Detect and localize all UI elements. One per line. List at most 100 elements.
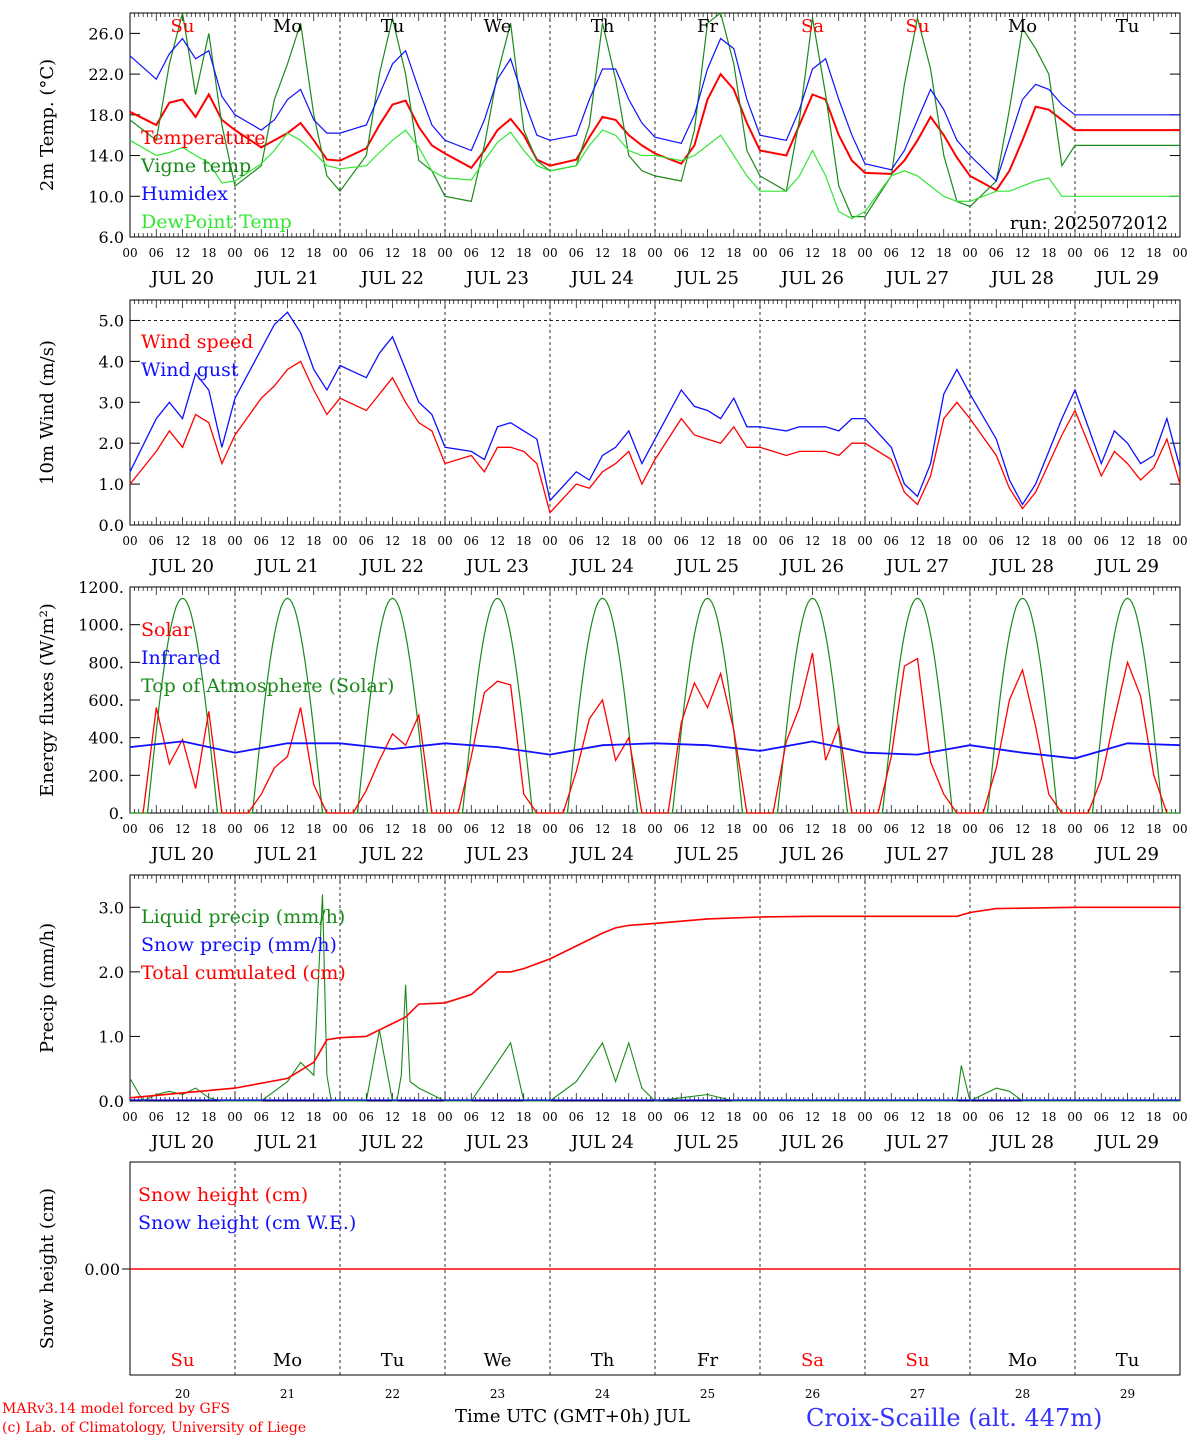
- hour-tick-label: 00: [227, 246, 242, 260]
- hour-tick-label: 00: [1067, 822, 1082, 836]
- day-label: JUL 25: [674, 268, 739, 289]
- hour-tick-label: 00: [962, 822, 977, 836]
- y-tick-label: 0.00: [84, 1260, 120, 1279]
- hour-tick-label: 06: [254, 246, 269, 260]
- hour-tick-label: 12: [595, 822, 610, 836]
- series-temperature: [129, 72, 1180, 192]
- y-tick-label: 18.0: [88, 106, 124, 125]
- hour-tick-label: 00: [437, 1110, 452, 1124]
- legend-snow-height-cm-w-e-: Snow height (cm W.E.): [138, 1212, 356, 1234]
- run-annotation: run: 2025072012: [1010, 213, 1168, 234]
- weekday-label: Tu: [381, 1350, 405, 1371]
- day-label: JUL 25: [674, 1132, 739, 1153]
- hour-tick-label: 00: [332, 822, 347, 836]
- y-tick-label: 6.0: [99, 228, 124, 247]
- day-label: JUL 27: [884, 556, 949, 577]
- day-label: JUL 20: [149, 556, 214, 577]
- day-label: JUL 23: [464, 556, 529, 577]
- hour-tick-label: 12: [1120, 246, 1135, 260]
- day-label: JUL 26: [779, 1132, 844, 1153]
- y-tick-label: 1000.: [78, 616, 124, 635]
- y-tick-label: 5.0: [99, 311, 124, 330]
- legend-top-of-atmosphere-solar-: Top of Atmosphere (Solar): [141, 675, 394, 697]
- hour-tick-label: 18: [201, 246, 216, 260]
- day-number-label: 27: [910, 1387, 925, 1401]
- legend-temperature: Temperature: [141, 127, 265, 149]
- hour-tick-label: 18: [1041, 246, 1056, 260]
- hour-tick-label: 12: [910, 822, 925, 836]
- hour-tick-label: 18: [516, 822, 531, 836]
- hour-tick-label: 12: [175, 822, 190, 836]
- legend-liquid-precip-mm-h-: Liquid precip (mm/h): [141, 906, 345, 928]
- hour-tick-label: 12: [700, 1110, 715, 1124]
- weekday-label: Mo: [1008, 16, 1037, 37]
- day-label: JUL 29: [1094, 844, 1159, 865]
- y-tick-label: 22.0: [88, 65, 124, 84]
- hour-tick-label: 06: [989, 822, 1004, 836]
- weekday-label: Su: [906, 1350, 930, 1371]
- y-axis-label: 2m Temp. (°C): [37, 59, 58, 191]
- hour-tick-label: 12: [490, 1110, 505, 1124]
- y-tick-label: 4.0: [99, 352, 124, 371]
- hour-tick-label: 00: [227, 1110, 242, 1124]
- hour-tick-label: 18: [936, 822, 951, 836]
- hour-tick-label: 18: [201, 534, 216, 548]
- hour-tick-label: 00: [542, 534, 557, 548]
- hour-tick-label: 18: [936, 1110, 951, 1124]
- hour-tick-label: 06: [779, 822, 794, 836]
- hour-tick-label: 12: [700, 534, 715, 548]
- hour-tick-label: 12: [490, 534, 505, 548]
- hour-tick-label: 12: [595, 246, 610, 260]
- hour-tick-label: 18: [411, 534, 426, 548]
- y-axis-label: 10m Wind (m/s): [37, 340, 58, 485]
- day-label: JUL 22: [359, 268, 424, 289]
- hour-tick-label: 06: [254, 1110, 269, 1124]
- day-label: JUL 25: [674, 556, 739, 577]
- hour-tick-label: 00: [962, 246, 977, 260]
- hour-tick-label: 06: [149, 822, 164, 836]
- hour-tick-label: 18: [411, 246, 426, 260]
- hour-tick-label: 12: [175, 534, 190, 548]
- snow-panel: Snow height (cm) 0.00 Snow height (cm) Snow…: [37, 1161, 1181, 1401]
- day-number-label: 25: [700, 1387, 715, 1401]
- hour-tick-label: 18: [1146, 1110, 1161, 1124]
- y-tick-label: 10.0: [88, 187, 124, 206]
- hour-tick-label: 00: [857, 246, 872, 260]
- hour-tick-label: 06: [884, 534, 899, 548]
- hour-tick-label: 18: [621, 1110, 636, 1124]
- y-tick-label: 600.: [88, 691, 124, 710]
- hour-tick-label: 00: [542, 1110, 557, 1124]
- hour-tick-label: 12: [1015, 822, 1030, 836]
- y-tick-label: 3.0: [99, 393, 124, 412]
- hour-tick-label: 00: [332, 246, 347, 260]
- day-label: JUL 29: [1094, 268, 1159, 289]
- energy-panel: 00 06 12 18 JUL 20 00 06 12 18 JUL 21 00 06 12 18 JUL …: [37, 578, 1188, 865]
- day-label: JUL 28: [989, 1132, 1054, 1153]
- hour-tick-label: 18: [936, 534, 951, 548]
- hour-tick-label: 12: [490, 246, 505, 260]
- weekday-label: Su: [171, 16, 195, 37]
- hour-tick-label: 00: [857, 1110, 872, 1124]
- hour-tick-label: 00: [752, 1110, 767, 1124]
- hour-tick-label: 06: [359, 1110, 374, 1124]
- y-tick-label: 2.0: [99, 434, 124, 453]
- weekday-label: We: [484, 16, 512, 37]
- day-label: JUL 22: [359, 556, 424, 577]
- hour-tick-label: 12: [1015, 246, 1030, 260]
- hour-tick-label: 18: [201, 822, 216, 836]
- hour-tick-label: 06: [779, 534, 794, 548]
- hour-tick-label: 12: [595, 534, 610, 548]
- hour-tick-label: 12: [805, 534, 820, 548]
- hour-tick-label: 18: [621, 822, 636, 836]
- wind-panel: 00 06 12 18 JUL 20 00 06 12 18 JUL 21 00 06 12 18 JUL …: [37, 299, 1188, 577]
- hour-tick-label: 12: [385, 822, 400, 836]
- day-number-label: 23: [490, 1387, 505, 1401]
- day-label: JUL 21: [254, 844, 319, 865]
- hour-tick-label: 18: [306, 534, 321, 548]
- hour-tick-label: 12: [175, 246, 190, 260]
- y-tick-label: 0.0: [99, 516, 124, 535]
- hour-tick-label: 06: [884, 1110, 899, 1124]
- y-axis-label: Energy fluxes (W/m²): [37, 603, 58, 797]
- hour-tick-label: 12: [910, 246, 925, 260]
